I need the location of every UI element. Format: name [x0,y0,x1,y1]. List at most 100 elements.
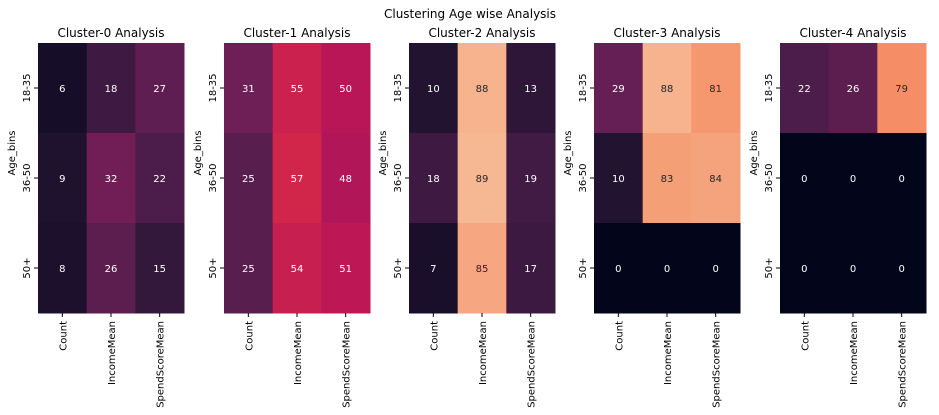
heatmap-cell [38,43,88,134]
y-axis-label: Age_bins [378,130,389,175]
heatmap-cell [272,223,322,314]
cell-value-label: 88 [476,84,489,95]
y-tick-label: 18-35 [764,73,775,102]
cell-value-label: 27 [153,84,166,95]
heatmap-cell [86,43,136,134]
cell-value-label: 55 [291,84,304,95]
heatmap-cell [321,133,371,224]
cell-value-label: 81 [709,84,722,95]
y-axis-label: Age_bins [563,130,574,175]
x-tick-label: SpendScoreMean [342,321,353,408]
x-tick-label: SpendScoreMean [712,321,723,408]
cell-value-label: 0 [898,174,904,185]
heatmap-cell [224,223,274,314]
y-tick-label: 18-35 [578,73,589,102]
heatmap-cell [506,43,556,134]
cell-value-label: 6 [59,84,65,95]
x-tick-label: IncomeMean [107,321,118,385]
x-tick-label: Count [614,321,625,351]
heatmap-cell [691,43,741,134]
cell-value-label: 85 [476,264,489,275]
heatmap-cell [224,133,274,224]
cell-value-label: 51 [339,264,352,275]
heatmap-cell [506,223,556,314]
x-tick-label: SpendScoreMean [527,321,538,408]
heatmap-cell [86,223,136,314]
y-tick-label: 18-35 [393,73,404,102]
heatmap-cell [691,133,741,224]
cell-value-label: 54 [291,264,304,275]
heatmap-cell [135,223,185,314]
heatmap-cell [272,133,322,224]
heatmap-cell [828,43,878,134]
cell-value-label: 26 [105,264,118,275]
cell-value-label: 17 [524,264,537,275]
heatmap-cell [38,133,88,224]
panel-title: Cluster-3 Analysis [613,26,720,40]
cell-value-label: 10 [612,174,625,185]
cell-value-label: 29 [612,84,625,95]
heatmap-cell [135,133,185,224]
y-axis-label: Age_bins [193,130,204,175]
heatmap-panel-1: Cluster-1 Analysis 31 55 50 25 57 48 25 54 51 18-3… [193,26,371,408]
cell-value-label: 18 [105,84,118,95]
cell-value-label: 84 [709,174,722,185]
cell-value-label: 0 [615,264,621,275]
heatmap-cell [224,43,274,134]
cell-value-label: 50 [339,84,352,95]
x-tick-label: Count [58,321,69,351]
cell-value-label: 9 [59,174,65,185]
cell-value-label: 88 [661,84,674,95]
cell-value-label: 22 [153,174,166,185]
cell-value-label: 25 [242,264,255,275]
y-tick-label: 50+ [393,257,404,278]
cell-value-label: 0 [801,174,807,185]
x-tick-label: SpendScoreMean [898,321,909,408]
cell-value-label: 8 [59,264,65,275]
heatmap-cell [642,223,692,314]
panel-title: Cluster-2 Analysis [428,26,535,40]
y-tick-label: 36-50 [208,163,219,192]
cell-value-label: 79 [895,84,908,95]
heatmap-cell [828,133,878,224]
heatmap-cell [642,133,692,224]
heatmap-cell [877,133,927,224]
figure-title: Clustering Age wise Analysis [384,7,556,21]
y-tick-label: 50+ [578,257,589,278]
x-tick-label: IncomeMean [849,321,860,385]
panel-title: Cluster-1 Analysis [243,26,350,40]
x-tick-label: Count [244,321,255,351]
cell-value-label: 31 [242,84,255,95]
x-tick-label: IncomeMean [478,321,489,385]
cell-value-label: 89 [476,174,489,185]
cell-value-label: 15 [153,264,166,275]
x-tick-label: IncomeMean [663,321,674,385]
cell-value-label: 19 [524,174,537,185]
y-tick-label: 36-50 [22,163,33,192]
heatmap-cell [828,223,878,314]
y-axis-label: Age_bins [749,130,760,175]
heatmap-cell [780,133,830,224]
heatmap-cell [457,43,507,134]
y-tick-label: 50+ [208,257,219,278]
heatmap-cell [506,133,556,224]
y-tick-label: 36-50 [578,163,589,192]
cell-value-label: 0 [712,264,718,275]
cell-value-label: 0 [664,264,670,275]
heatmap-cell [780,223,830,314]
x-tick-label: IncomeMean [293,321,304,385]
y-tick-label: 18-35 [208,73,219,102]
x-tick-label: Count [429,321,440,351]
heatmap-cell [457,223,507,314]
heatmap-cell [272,43,322,134]
heatmap-cell [877,223,927,314]
x-tick-label: SpendScoreMean [156,321,167,408]
heatmap-panel-0: Cluster-0 Analysis 6 18 27 9 32 22 8 26 15 18-35 36… [7,26,185,408]
y-tick-label: 50+ [22,257,33,278]
x-tick-label: Count [800,321,811,351]
y-tick-label: 50+ [764,257,775,278]
cell-value-label: 57 [291,174,304,185]
heatmap-cell [321,223,371,314]
heatmap-cell [321,43,371,134]
